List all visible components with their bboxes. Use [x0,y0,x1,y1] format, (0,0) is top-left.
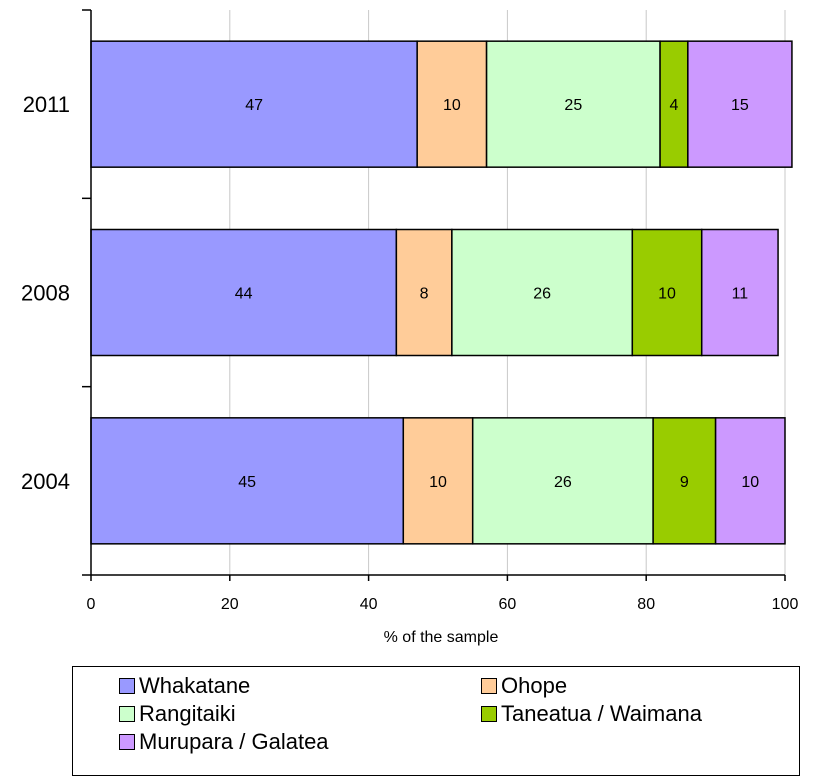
data-label: 10 [658,286,676,303]
legend-swatch [119,734,135,750]
y-tick-label: 2004 [21,469,70,494]
bar-segment [687,40,793,168]
data-label: 10 [741,474,759,491]
data-label: 25 [564,97,582,114]
x-axis-label: % of the sample [384,629,499,646]
y-tick-label: 2008 [21,281,70,306]
data-label: 10 [429,474,447,491]
data-label: 4 [670,97,679,114]
x-tick-label: 40 [360,596,378,613]
legend-swatch [481,678,497,694]
data-label: 44 [235,286,253,303]
legend-swatch [481,706,497,722]
x-tick-label: 20 [221,596,239,613]
legend-label: Murupara / Galatea [139,729,329,754]
legend-item-whakatane: Whakatane [119,673,250,699]
bar-segment [395,228,453,357]
data-label: 10 [443,97,461,114]
bar-segment [714,417,786,545]
x-tick-label: 100 [772,596,799,613]
y-tick-label: 2011 [23,92,70,117]
x-tick-label: 80 [637,596,655,613]
bar-segment [90,228,398,357]
data-label: 47 [245,97,263,114]
x-tick-label: 60 [499,596,517,613]
tick-labels: 2011 2008 2004 0 20 40 60 80 100 [21,92,798,613]
legend: Whakatane Ohope Rangitaiki Taneatua / Wa… [72,666,800,776]
bar-segment [700,228,779,357]
data-label: 15 [731,97,749,114]
bars: 47 10 25 4 15 44 8 26 10 11 45 10 26 9 10 [90,40,793,545]
legend-swatch [119,706,135,722]
bar-segment [485,40,661,168]
data-label: 9 [680,474,689,491]
data-label: 26 [554,474,572,491]
legend-item-taneatua-waimana: Taneatua / Waimana [481,701,702,727]
legend-item-rangitaiki: Rangitaiki [119,701,236,727]
data-label: 45 [238,474,256,491]
bar-segment [90,40,418,168]
axes [82,9,786,581]
data-label: 8 [420,286,429,303]
legend-swatch [119,678,135,694]
data-label: 26 [533,286,551,303]
legend-item-ohope: Ohope [481,673,567,699]
legend-item-murupara-galatea: Murupara / Galatea [119,729,329,755]
legend-label: Taneatua / Waimana [501,701,702,726]
data-label: 11 [732,286,749,303]
bar-segment [471,417,654,545]
legend-label: Rangitaiki [139,701,236,726]
bar-segment [631,228,703,357]
legend-label: Ohope [501,673,568,698]
legend-label: Whakatane [139,673,251,698]
bar-segment [90,417,405,545]
x-tick-label: 0 [87,596,96,613]
bar-segment [416,40,488,168]
